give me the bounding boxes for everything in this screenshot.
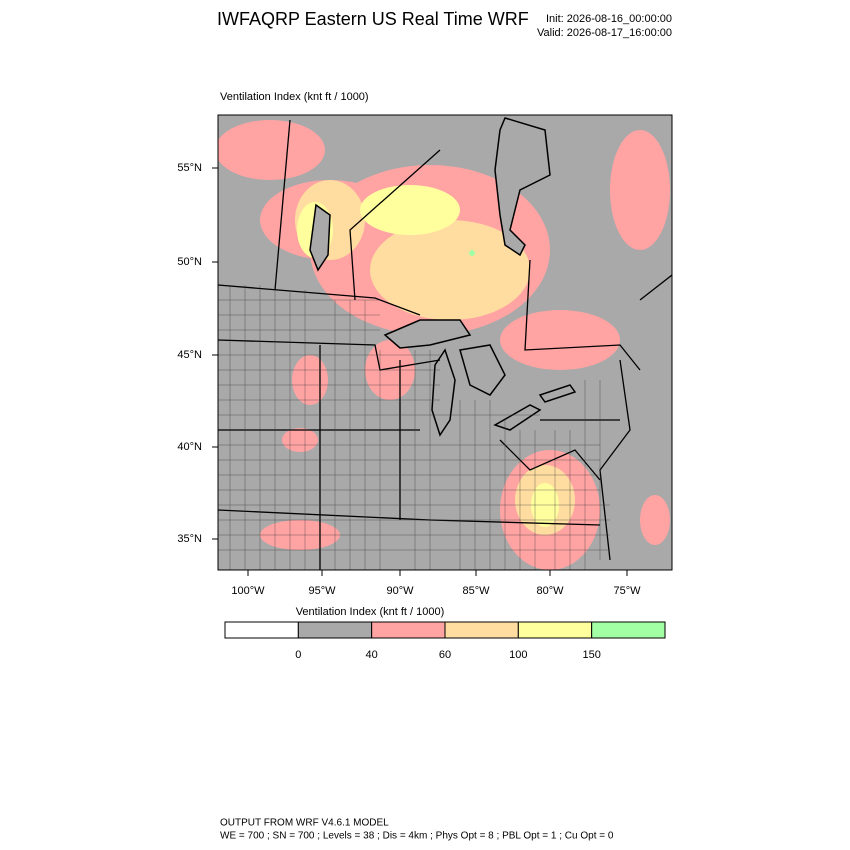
lat-label: 45°N bbox=[177, 349, 202, 361]
legend-label: 60 bbox=[439, 649, 451, 661]
lon-label: 100°W bbox=[231, 585, 265, 597]
map-field bbox=[218, 115, 672, 570]
legend-label: 100 bbox=[509, 649, 527, 661]
lon-label: 90°W bbox=[386, 585, 414, 597]
valid-time: Valid: 2026-08-17_16:00:00 bbox=[537, 27, 672, 39]
lat-label: 35°N bbox=[177, 533, 202, 545]
map-frame bbox=[217, 114, 673, 571]
lon-label: 80°W bbox=[536, 585, 564, 597]
legend-label: 40 bbox=[366, 649, 378, 661]
legend-swatch bbox=[591, 621, 666, 639]
lat-label: 40°N bbox=[177, 441, 202, 453]
legend-swatch bbox=[444, 621, 519, 639]
legend-swatch bbox=[371, 621, 446, 639]
legend-swatch bbox=[297, 621, 373, 639]
map-label: Ventilation Index (knt ft / 1000) bbox=[220, 91, 369, 103]
legend-swatch bbox=[517, 621, 593, 639]
county-grid bbox=[218, 285, 610, 570]
lon-label: 95°W bbox=[308, 585, 336, 597]
lat-label: 55°N bbox=[177, 162, 202, 174]
title: IWFAQRP Eastern US Real Time WRF bbox=[217, 9, 529, 29]
lat-label: 50°N bbox=[177, 256, 202, 268]
footer-line: OUTPUT FROM WRF V4.6.1 MODEL bbox=[220, 818, 389, 829]
lon-label: 75°W bbox=[613, 585, 641, 597]
legend-swatch bbox=[224, 621, 299, 639]
legend-label: 150 bbox=[582, 649, 600, 661]
footer-line: WE = 700 ; SN = 700 ; Levels = 38 ; Dis … bbox=[220, 831, 614, 842]
lon-label: 85°W bbox=[462, 585, 490, 597]
legend-title: Ventilation Index (knt ft / 1000) bbox=[296, 606, 445, 618]
init-time: Init: 2026-08-16_00:00:00 bbox=[546, 13, 672, 25]
legend-label: 0 bbox=[295, 649, 301, 661]
